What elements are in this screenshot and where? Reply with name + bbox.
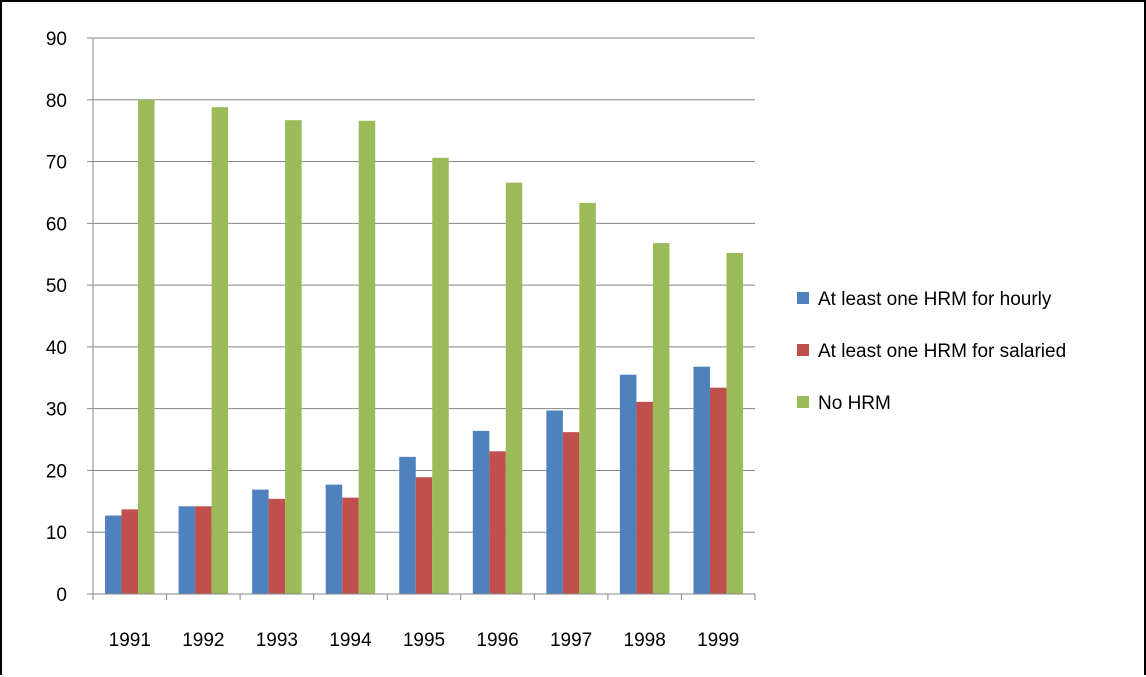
y-tick-label: 80 [46, 91, 67, 112]
x-tick-label: 1998 [624, 630, 666, 651]
bar-at-least-one-hrm-for-salaried-1997 [562, 432, 580, 594]
bar-at-least-one-hrm-for-hourly-1996 [472, 430, 490, 594]
bars [105, 99, 743, 595]
legend-swatch [797, 344, 809, 356]
bar-no-hrm-1995 [432, 157, 449, 595]
x-tick-label: 1991 [109, 630, 151, 651]
bar-at-least-one-hrm-for-salaried-1998 [636, 401, 653, 594]
bar-no-hrm-1993 [285, 120, 302, 595]
bar-no-hrm-1999 [726, 252, 743, 594]
legend-swatch [797, 396, 809, 408]
legend: At least one HRM for hourly At least one … [797, 289, 1066, 414]
bar-at-least-one-hrm-for-salaried-1996 [489, 451, 506, 594]
bar-no-hrm-1998 [652, 243, 670, 594]
legend-label: At least one HRM for salaried [818, 341, 1066, 362]
bar-at-least-one-hrm-for-hourly-1992 [178, 506, 196, 594]
bar-at-least-one-hrm-for-salaried-1993 [268, 498, 286, 594]
bar-at-least-one-hrm-for-hourly-1998 [619, 374, 637, 594]
y-tick-label: 10 [46, 523, 67, 544]
axes: 0 10 20 30 40 50 60 70 80 90 1991 1992 1993 1994 1995 1… [46, 29, 756, 651]
bar-no-hrm-1996 [505, 182, 523, 594]
bar-at-least-one-hrm-for-hourly-1994 [325, 484, 343, 594]
y-tick-label: 70 [46, 153, 67, 174]
x-tick-label: 1999 [697, 630, 739, 651]
bar-no-hrm-1994 [358, 120, 376, 594]
x-tick-label: 1996 [476, 630, 518, 651]
bar-at-least-one-hrm-for-salaried-1999 [709, 387, 727, 594]
x-tick-label: 1992 [182, 630, 224, 651]
bar-no-hrm-1992 [211, 107, 229, 595]
y-tick-label: 40 [46, 338, 67, 359]
y-tick-label: 0 [56, 585, 67, 606]
y-tick-label: 90 [46, 29, 67, 50]
bar-at-least-one-hrm-for-hourly-1997 [546, 410, 563, 594]
bar-at-least-one-hrm-for-hourly-1995 [399, 456, 416, 594]
bar-at-least-one-hrm-for-hourly-1991 [105, 515, 122, 594]
legend-label: No HRM [818, 393, 891, 414]
x-tick-label: 1993 [256, 630, 298, 651]
bar-at-least-one-hrm-for-salaried-1995 [415, 477, 433, 594]
bar-at-least-one-hrm-for-salaried-1994 [342, 497, 359, 594]
y-tick-label: 60 [46, 214, 67, 235]
y-tick-label: 50 [46, 276, 67, 297]
bar-no-hrm-1991 [138, 99, 155, 595]
bar-at-least-one-hrm-for-salaried-1991 [121, 509, 139, 594]
gridlines [93, 37, 755, 533]
bar-at-least-one-hrm-for-hourly-1993 [252, 489, 269, 594]
x-tick-label: 1997 [550, 630, 592, 651]
bar-no-hrm-1997 [579, 202, 596, 595]
x-tick-label: 1995 [403, 630, 445, 651]
bar-at-least-one-hrm-for-hourly-1999 [693, 366, 710, 594]
y-tick-label: 20 [46, 461, 67, 482]
legend-swatch [797, 292, 809, 304]
y-tick-label: 30 [46, 400, 67, 421]
bar-at-least-one-hrm-for-salaried-1992 [195, 506, 212, 594]
x-tick-label: 1994 [329, 630, 372, 651]
legend-label: At least one HRM for hourly [818, 289, 1052, 310]
